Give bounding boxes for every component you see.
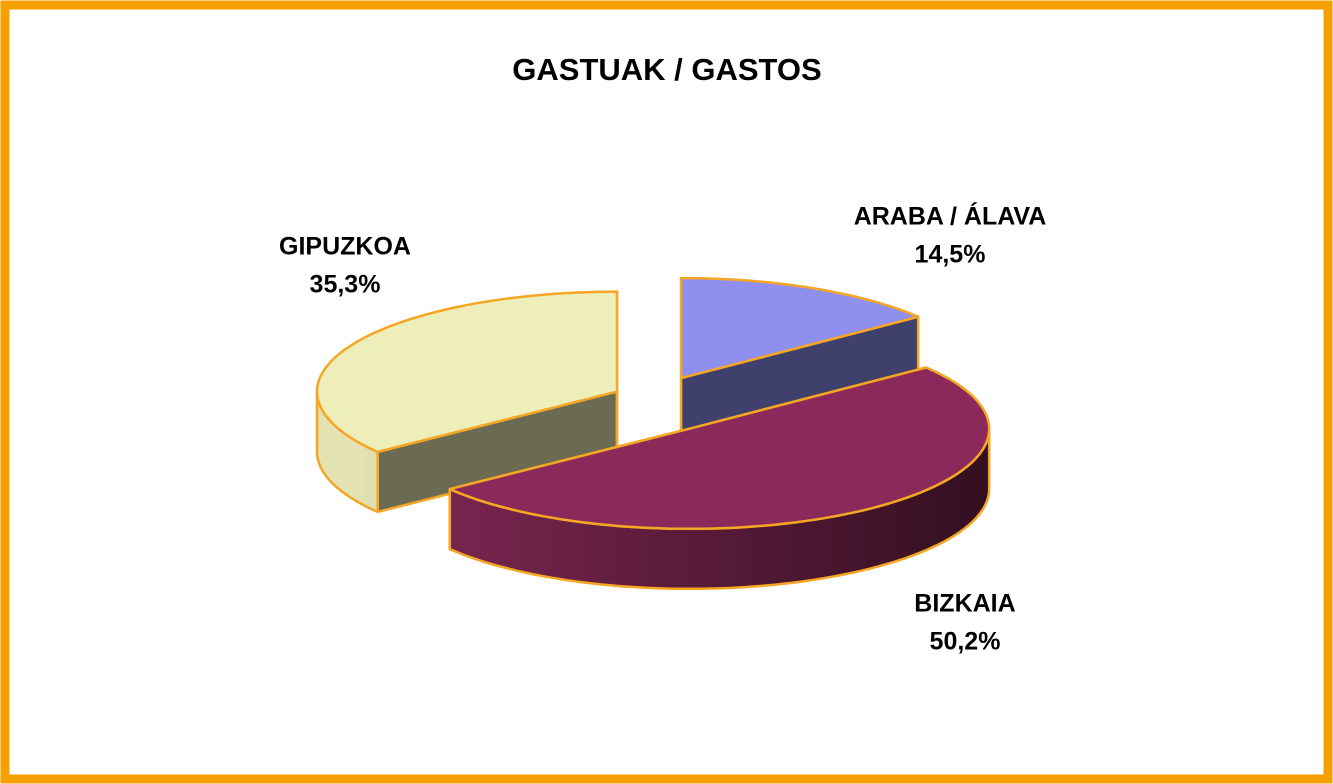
slice — [448, 366, 991, 591]
slice-top — [315, 290, 619, 454]
value-label: 14,5% — [915, 241, 986, 269]
value-label: 50,2% — [930, 628, 1001, 656]
slice-top — [448, 366, 991, 531]
slice-label: GIPUZKOA — [279, 233, 411, 261]
value-label: 35,3% — [310, 271, 381, 299]
slice — [679, 276, 920, 440]
slice-label: ARABA / ÁLAVA — [854, 202, 1047, 231]
slice-top — [679, 276, 920, 380]
slice-label: BIZKAIA — [914, 590, 1015, 618]
slice — [315, 290, 619, 514]
chart-title: GASTUAK / GASTOS — [512, 52, 821, 87]
